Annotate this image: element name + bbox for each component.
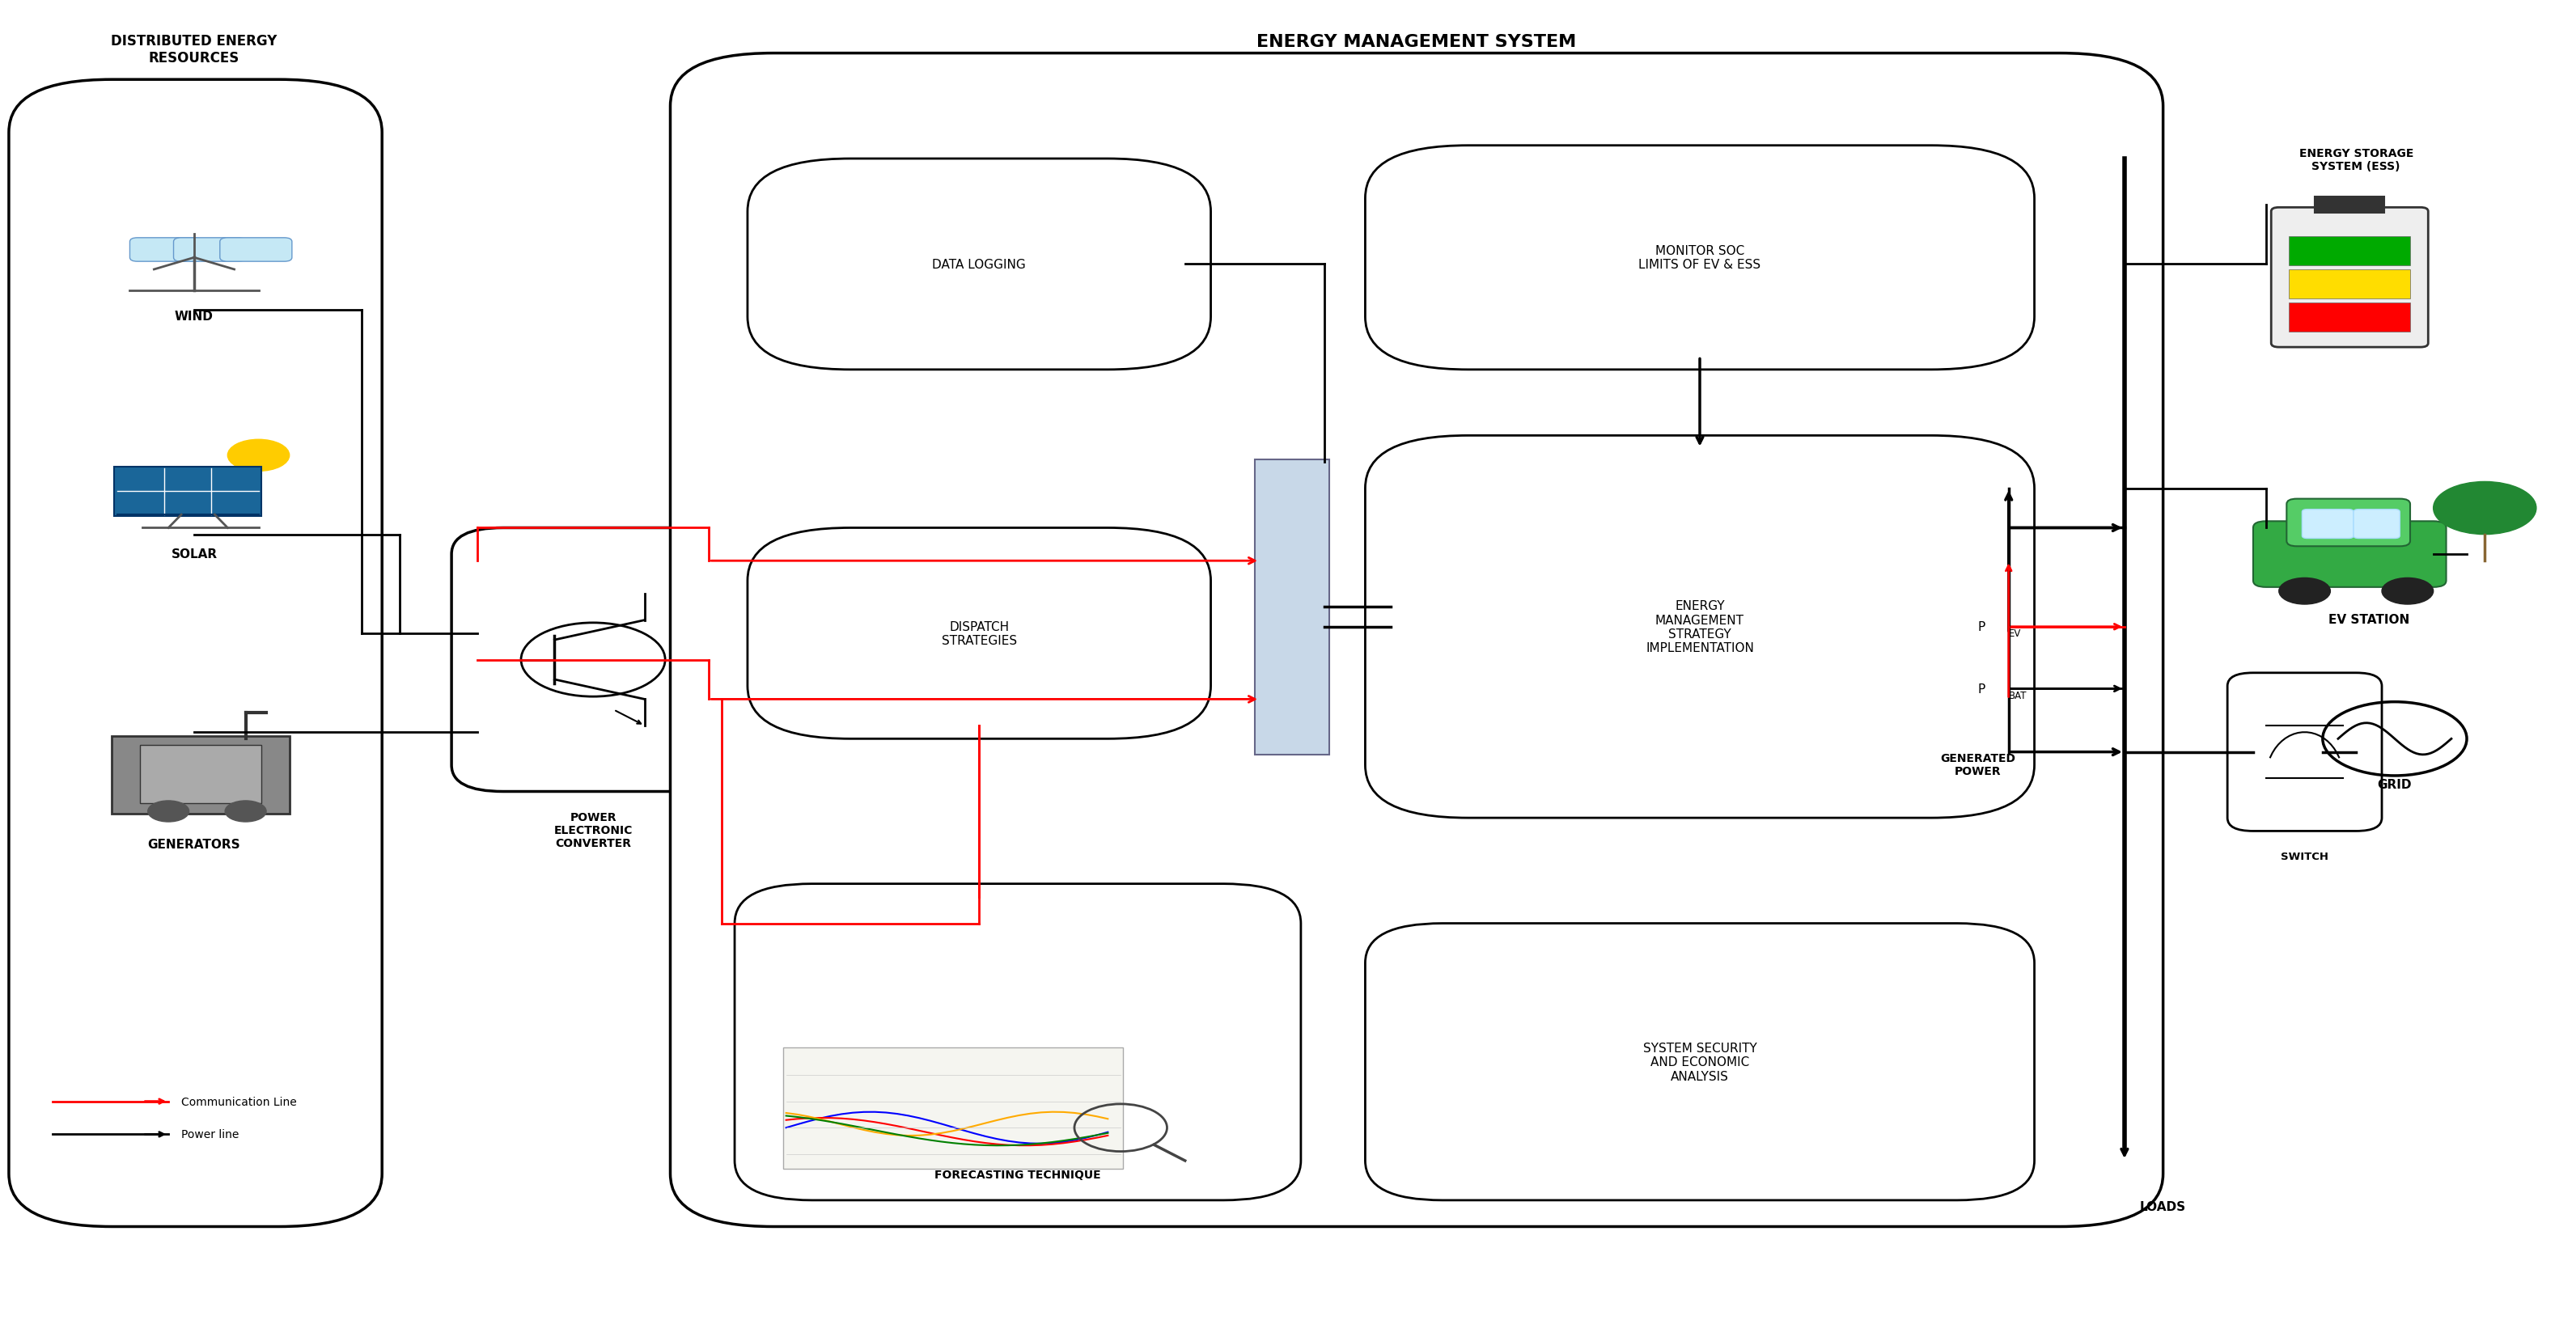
FancyBboxPatch shape [2228,673,2383,832]
FancyBboxPatch shape [1365,924,2035,1200]
Text: P: P [1978,620,1986,634]
Text: EV: EV [2009,628,2022,639]
Text: DATA LOGGING: DATA LOGGING [933,259,1025,271]
FancyBboxPatch shape [2303,510,2354,539]
Text: SWITCH: SWITCH [2280,851,2329,862]
Text: ENERGY
MANAGEMENT
STRATEGY
IMPLEMENTATION: ENERGY MANAGEMENT STRATEGY IMPLEMENTATIO… [1646,599,1754,655]
Circle shape [2383,578,2434,605]
FancyBboxPatch shape [1255,459,1329,755]
Circle shape [2434,482,2537,535]
Text: LOADS: LOADS [2141,1200,2187,1212]
Text: ENERGY STORAGE
SYSTEM (ESS): ENERGY STORAGE SYSTEM (ESS) [2298,148,2414,173]
Text: MONITOR SOC
LIMITS OF EV & ESS: MONITOR SOC LIMITS OF EV & ESS [1638,246,1762,271]
Text: BAT: BAT [2009,690,2027,701]
FancyBboxPatch shape [219,239,291,263]
Text: FORECASTING TECHNIQUE: FORECASTING TECHNIQUE [935,1170,1100,1180]
FancyBboxPatch shape [747,528,1211,739]
FancyBboxPatch shape [113,467,260,516]
Text: SYSTEM SECURITY
AND ECONOMIC
ANALYSIS: SYSTEM SECURITY AND ECONOMIC ANALYSIS [1643,1041,1757,1082]
Text: DISTRIBUTED ENERGY
RESOURCES: DISTRIBUTED ENERGY RESOURCES [111,34,278,66]
FancyBboxPatch shape [139,746,260,804]
Text: GRID: GRID [2378,779,2411,791]
Text: WIND: WIND [175,310,214,323]
FancyBboxPatch shape [173,239,245,263]
FancyBboxPatch shape [2290,238,2411,267]
Text: EV STATION: EV STATION [2329,614,2409,626]
FancyBboxPatch shape [2290,271,2411,298]
Text: SOLAR: SOLAR [170,548,216,560]
FancyBboxPatch shape [2354,510,2401,539]
FancyBboxPatch shape [2287,499,2411,546]
FancyBboxPatch shape [129,239,201,263]
FancyBboxPatch shape [111,737,289,814]
Circle shape [227,440,289,471]
FancyBboxPatch shape [783,1047,1123,1168]
FancyBboxPatch shape [1365,147,2035,370]
FancyBboxPatch shape [2290,302,2411,331]
Text: POWER
ELECTRONIC
CONVERTER: POWER ELECTRONIC CONVERTER [554,812,634,849]
FancyBboxPatch shape [2316,198,2385,214]
FancyBboxPatch shape [1365,436,2035,818]
Text: Communication Line: Communication Line [180,1096,296,1107]
Text: Power line: Power line [180,1129,240,1140]
Text: ENERGY MANAGEMENT SYSTEM: ENERGY MANAGEMENT SYSTEM [1257,34,1577,50]
FancyBboxPatch shape [734,884,1301,1200]
FancyBboxPatch shape [8,81,381,1226]
FancyBboxPatch shape [2254,521,2447,587]
FancyBboxPatch shape [670,54,2164,1226]
FancyBboxPatch shape [747,160,1211,370]
Circle shape [2280,578,2331,605]
FancyBboxPatch shape [2272,209,2429,347]
Text: DISPATCH
STRATEGIES: DISPATCH STRATEGIES [940,620,1018,647]
Text: P: P [1978,682,1986,696]
Circle shape [224,801,265,822]
Text: GENERATED
POWER: GENERATED POWER [1940,752,2014,776]
FancyBboxPatch shape [451,528,734,792]
Text: GENERATORS: GENERATORS [147,838,240,850]
Circle shape [147,801,188,822]
